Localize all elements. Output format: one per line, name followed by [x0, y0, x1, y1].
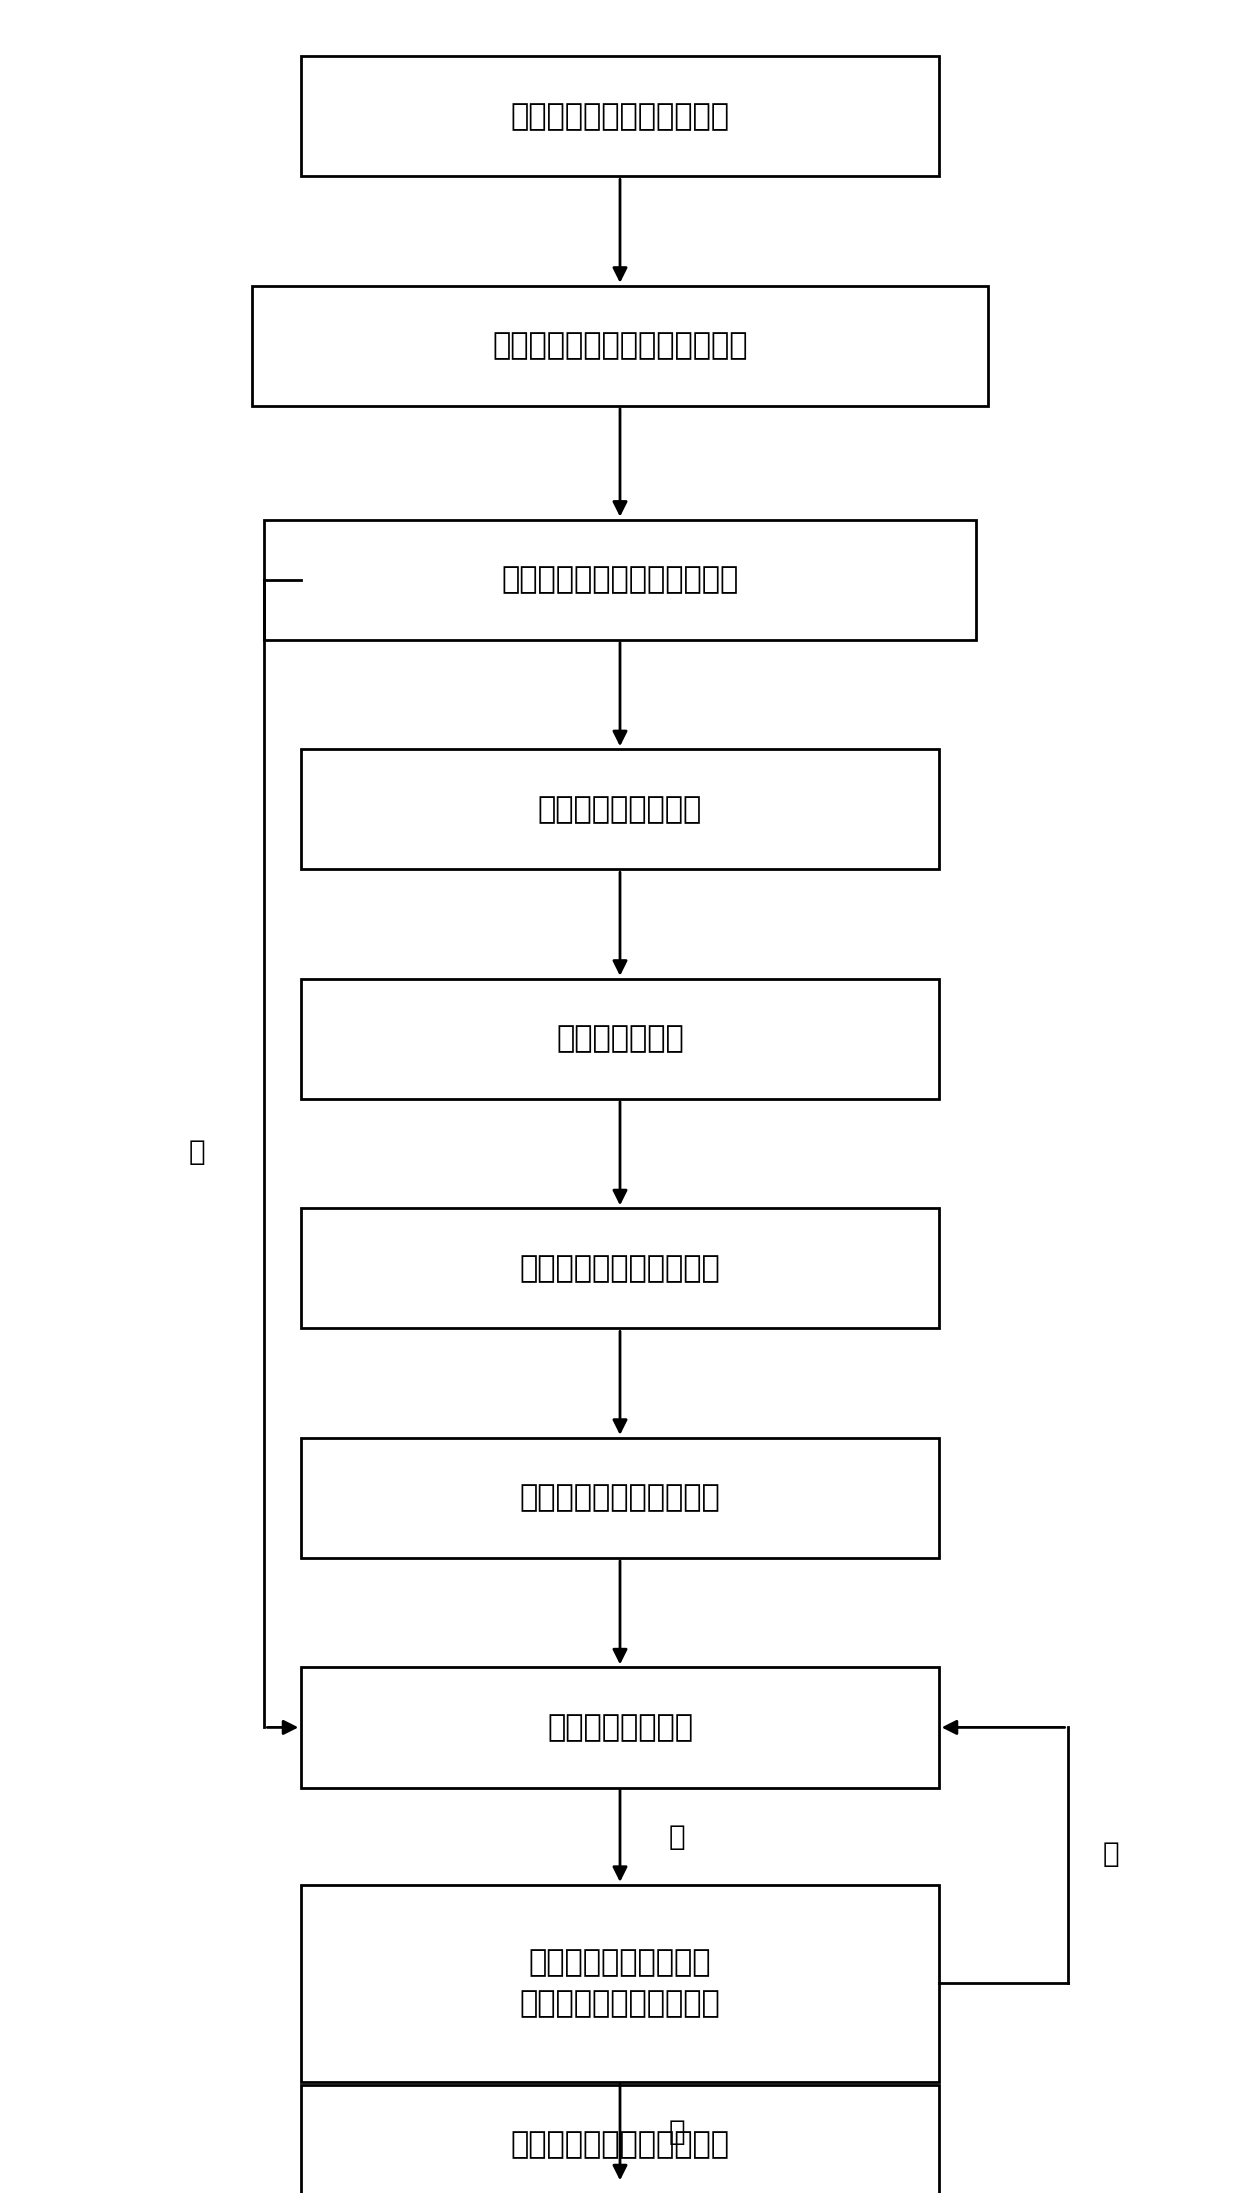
FancyBboxPatch shape — [301, 2086, 939, 2200]
FancyBboxPatch shape — [301, 979, 939, 1100]
Text: 否: 否 — [188, 1137, 206, 1166]
FancyBboxPatch shape — [301, 750, 939, 869]
Text: 更新连接权值和节点阈值: 更新连接权值和节点阈值 — [520, 1483, 720, 1511]
FancyBboxPatch shape — [301, 1439, 939, 1558]
FancyBboxPatch shape — [301, 1885, 939, 2081]
FancyBboxPatch shape — [301, 57, 939, 176]
FancyBboxPatch shape — [264, 519, 976, 640]
Text: 初始化连接权值、节点阈值: 初始化连接权值、节点阈值 — [511, 101, 729, 130]
Text: 是: 是 — [670, 1824, 686, 1850]
Text: 否: 否 — [1102, 1839, 1118, 1868]
Text: 误差是否小于下限？或
学习次数是否达到上限？: 误差是否小于下限？或 学习次数是否达到上限？ — [520, 1949, 720, 2017]
FancyBboxPatch shape — [301, 1208, 939, 1329]
Text: 是否包含全部数据: 是否包含全部数据 — [547, 1714, 693, 1742]
Text: 取一组电压电流数据作为样本: 取一组电压电流数据作为样本 — [501, 565, 739, 594]
Text: 计算隐含层节点输出: 计算隐含层节点输出 — [538, 794, 702, 823]
Text: 计算输出层输出: 计算输出层输出 — [556, 1025, 684, 1054]
FancyBboxPatch shape — [252, 286, 988, 407]
Text: 输入充电或放点的电压电流数据: 输入充电或放点的电压电流数据 — [492, 332, 748, 361]
Text: 计算隐含层和输出层误差: 计算隐含层和输出层误差 — [520, 1254, 720, 1283]
Text: 是: 是 — [670, 2119, 686, 2145]
Text: 得到电池当前容量的预估值: 得到电池当前容量的预估值 — [511, 2130, 729, 2160]
FancyBboxPatch shape — [301, 1668, 939, 1789]
